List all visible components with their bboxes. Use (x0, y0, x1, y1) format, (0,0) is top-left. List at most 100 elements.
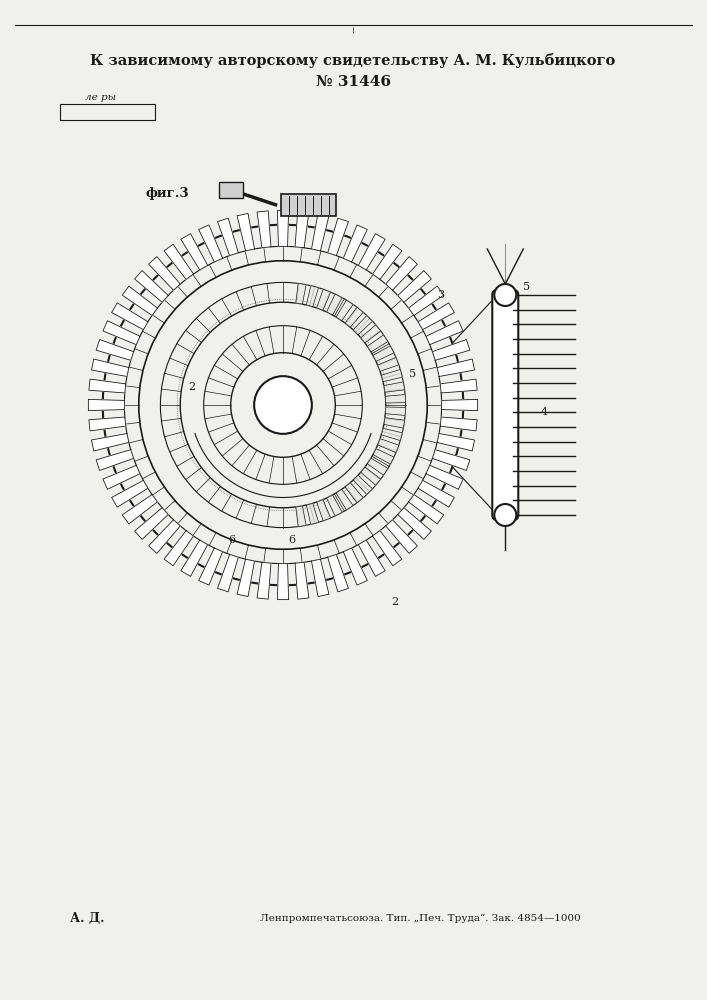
Polygon shape (386, 520, 417, 553)
Polygon shape (386, 257, 417, 290)
Polygon shape (368, 458, 388, 475)
Polygon shape (373, 244, 402, 279)
Polygon shape (358, 540, 385, 576)
Text: № 31446: № 31446 (315, 75, 390, 89)
Polygon shape (385, 407, 406, 415)
Polygon shape (277, 564, 288, 600)
Text: 2: 2 (189, 382, 196, 392)
Polygon shape (440, 417, 477, 431)
Polygon shape (373, 531, 402, 566)
Polygon shape (317, 500, 331, 521)
Polygon shape (218, 554, 238, 592)
Polygon shape (384, 382, 404, 392)
Polygon shape (164, 531, 194, 566)
Polygon shape (218, 218, 238, 256)
Polygon shape (296, 283, 306, 304)
Text: 5: 5 (409, 369, 416, 379)
Polygon shape (385, 395, 406, 403)
Polygon shape (312, 559, 329, 597)
Polygon shape (96, 340, 134, 360)
Polygon shape (327, 294, 342, 315)
Polygon shape (327, 218, 349, 256)
Polygon shape (336, 489, 353, 510)
Polygon shape (398, 271, 431, 302)
Polygon shape (112, 480, 148, 507)
Polygon shape (306, 503, 319, 524)
Text: ле ры: ле ры (85, 93, 116, 102)
Polygon shape (148, 257, 180, 290)
Polygon shape (345, 307, 363, 327)
Bar (60, 104, 155, 120)
Polygon shape (164, 244, 194, 279)
Polygon shape (89, 379, 126, 393)
Polygon shape (378, 439, 399, 453)
Polygon shape (358, 234, 385, 270)
Polygon shape (91, 359, 129, 376)
Circle shape (494, 504, 516, 526)
Bar (218, 182, 243, 198)
Polygon shape (295, 562, 309, 599)
Polygon shape (91, 434, 129, 451)
Polygon shape (122, 495, 158, 524)
Polygon shape (277, 210, 288, 246)
Polygon shape (418, 303, 455, 330)
Text: К зависимому авторскому свидетельству А. М. Кульбицкого: К зависимому авторскому свидетельству А.… (90, 52, 616, 68)
Polygon shape (257, 562, 271, 599)
Text: фиг.3: фиг.3 (145, 187, 189, 200)
Polygon shape (88, 399, 124, 411)
FancyBboxPatch shape (492, 290, 518, 520)
Polygon shape (134, 508, 168, 539)
Polygon shape (354, 316, 373, 335)
Polygon shape (378, 357, 399, 371)
Polygon shape (181, 540, 208, 576)
Circle shape (494, 284, 516, 306)
Polygon shape (381, 369, 402, 382)
Polygon shape (103, 465, 140, 489)
Bar (281, 194, 336, 216)
Polygon shape (384, 418, 404, 428)
Polygon shape (327, 554, 349, 592)
Polygon shape (134, 271, 168, 302)
Polygon shape (442, 399, 478, 411)
Polygon shape (148, 520, 180, 553)
Text: 6: 6 (288, 535, 295, 545)
Polygon shape (96, 450, 134, 470)
Text: 4: 4 (540, 407, 547, 417)
Polygon shape (237, 213, 255, 251)
Polygon shape (373, 346, 394, 361)
Polygon shape (361, 467, 381, 485)
Polygon shape (398, 508, 431, 539)
Polygon shape (373, 449, 394, 464)
Text: 2: 2 (391, 597, 398, 607)
Text: 6: 6 (228, 535, 235, 545)
Polygon shape (345, 483, 363, 503)
Polygon shape (312, 213, 329, 251)
Polygon shape (409, 495, 444, 524)
Polygon shape (361, 325, 381, 343)
Text: Ленпромпечатьсоюза. Тип. „Печ. Труда“. Зак. 4854—1000: Ленпромпечатьсоюза. Тип. „Печ. Труда“. З… (259, 913, 580, 923)
Polygon shape (409, 286, 444, 315)
Text: 3: 3 (437, 290, 444, 300)
Text: 5: 5 (523, 282, 530, 292)
Polygon shape (426, 465, 463, 489)
Polygon shape (122, 286, 158, 315)
Polygon shape (89, 417, 126, 431)
Polygon shape (433, 450, 470, 470)
Polygon shape (327, 495, 342, 516)
Polygon shape (368, 335, 388, 352)
Polygon shape (237, 559, 255, 597)
Polygon shape (344, 225, 367, 262)
Polygon shape (199, 225, 223, 262)
Polygon shape (440, 379, 477, 393)
Polygon shape (295, 211, 309, 248)
Polygon shape (112, 303, 148, 330)
Polygon shape (418, 480, 455, 507)
Polygon shape (296, 506, 306, 527)
Polygon shape (354, 475, 373, 494)
Polygon shape (426, 321, 463, 345)
Polygon shape (437, 359, 474, 376)
Polygon shape (433, 340, 470, 360)
Polygon shape (306, 286, 319, 307)
Polygon shape (344, 548, 367, 585)
Polygon shape (257, 211, 271, 248)
